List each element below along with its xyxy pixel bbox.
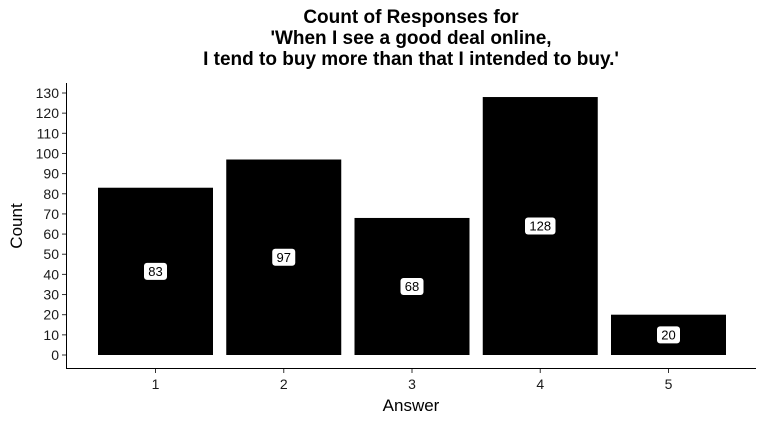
y-tick-label: 120 — [36, 105, 60, 121]
data-label: 83 — [148, 264, 162, 279]
data-label-box — [144, 262, 167, 280]
y-tick-label: 130 — [36, 85, 60, 101]
y-tick-label: 40 — [43, 266, 59, 282]
x-axis-title: Answer — [383, 396, 440, 415]
y-ticks-group: 0 10 20 30 40 50 60 70 80 90 100 110 120 130 — [36, 85, 66, 363]
data-label-box — [400, 277, 424, 295]
data-label: 128 — [529, 219, 551, 234]
data-label: 97 — [277, 250, 291, 265]
y-tick-label: 0 — [51, 347, 59, 363]
x-ticks-group: 1 2 3 4 5 — [152, 369, 673, 392]
x-tick-label: 5 — [665, 376, 673, 392]
chart-title-line: 'When I see a good deal online, — [270, 28, 552, 49]
y-tick-label: 30 — [43, 287, 59, 303]
chart-title: Count of Responses for 'When I see a goo… — [66, 7, 756, 70]
x-tick-label: 4 — [536, 376, 544, 392]
data-label-box — [272, 248, 296, 266]
x-tick-label: 3 — [408, 376, 416, 392]
y-tick-label: 110 — [37, 125, 60, 141]
data-label-box — [657, 326, 680, 344]
y-tick-label: 90 — [43, 166, 59, 182]
y-tick-label: 70 — [43, 206, 59, 222]
y-tick-label: 100 — [36, 145, 60, 161]
y-tick-label: 80 — [43, 186, 59, 202]
data-labels-group: 83 97 68 128 20 — [144, 217, 680, 344]
bars-group — [98, 97, 726, 356]
data-label: 68 — [405, 279, 419, 294]
y-tick-label: 60 — [43, 226, 59, 242]
x-tick-label: 1 — [152, 376, 160, 392]
chart-title-line: I tend to buy more than that I intended … — [203, 49, 619, 70]
data-label: 20 — [661, 327, 675, 342]
chart-title-line: Count of Responses for — [303, 7, 519, 28]
y-tick-label: 50 — [43, 246, 59, 262]
y-tick-label: 20 — [43, 307, 59, 323]
x-tick-label: 2 — [280, 376, 288, 392]
y-axis-title: Count — [7, 203, 26, 249]
data-label-box — [525, 217, 556, 235]
y-tick-label: 10 — [43, 327, 59, 343]
